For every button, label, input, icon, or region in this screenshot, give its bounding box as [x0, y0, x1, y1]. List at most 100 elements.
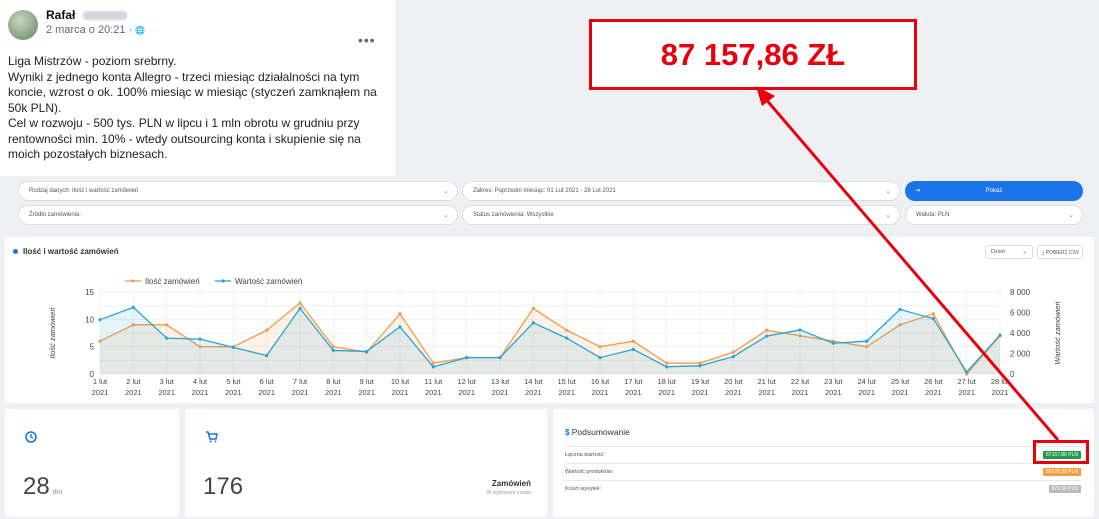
summary-label: Koszt wysyłek: — [565, 486, 602, 492]
data-type-select[interactable]: Rodzaj danych: Ilość i wartość zamówień … — [18, 181, 458, 201]
data-point-1 — [365, 349, 369, 354]
y-tick-right: 0 — [1010, 370, 1015, 379]
data-point-1 — [765, 334, 769, 338]
author-block: Rafał 2 marca o 20:21 · 🌐 — [46, 8, 387, 36]
post-line: Wyniki z jednego konta Allegro - trzeci … — [8, 69, 360, 84]
legend-dot-1 — [221, 279, 225, 283]
x-tick-label: 3 lut — [160, 377, 175, 386]
chevron-down-icon: ⌄ — [1022, 249, 1027, 255]
data-point-1 — [598, 356, 602, 360]
date-range-value: Zakres: Poprzedni miesiąc: 01 Lut 2021 -… — [473, 188, 616, 194]
order-status-select[interactable]: Status zamówienia: Wszystkie ⌄ — [462, 205, 900, 225]
currency-value: Waluta: PLN — [916, 212, 950, 218]
data-type-value: Rodzaj danych: Ilość i wartość zamówień — [29, 188, 139, 194]
x-tick-year: 2021 — [558, 388, 575, 397]
y-axis-label-left: Ilość zamówień — [48, 307, 57, 358]
data-point-1 — [465, 356, 469, 360]
summary-badge-shipping: 879.56 PLN — [1048, 485, 1081, 493]
x-tick-label: 16 lut — [591, 377, 610, 386]
y-tick-right: 4 000 — [1010, 329, 1031, 338]
x-tick-label: 6 lut — [260, 377, 275, 386]
post-line: Cel w rozwoju - 500 tys. PLN w lipcu i 1… — [8, 116, 360, 130]
orders-card: 176 Zamówień W wybranym czasie — [185, 409, 547, 517]
data-point-0 — [431, 361, 435, 365]
summary-title-text: Podsumowanie — [571, 427, 630, 437]
post-date[interactable]: 2 marca o 20:21 · 🌐 — [46, 24, 387, 36]
x-tick-label: 17 lut — [624, 377, 643, 386]
data-point-0 — [265, 328, 269, 332]
orders-count: 176 — [203, 473, 244, 500]
data-point-1 — [398, 325, 402, 329]
data-point-0 — [565, 328, 569, 332]
x-tick-year: 2021 — [92, 388, 109, 397]
data-point-1 — [531, 321, 535, 325]
x-tick-label: 13 lut — [491, 377, 510, 386]
post-header: Rafał 2 marca o 20:21 · 🌐 — [8, 8, 387, 40]
order-source-value: Źródło zamówienia: — [29, 212, 82, 218]
x-tick-label: 18 lut — [657, 377, 676, 386]
post-date-text[interactable]: 2 marca o 20:21 · — [46, 24, 136, 36]
data-point-0 — [198, 345, 202, 349]
data-point-1 — [298, 306, 302, 310]
x-tick-label: 24 lut — [857, 377, 876, 386]
chevron-down-icon: ⌄ — [443, 212, 449, 219]
author-name[interactable]: Rafał — [46, 8, 387, 22]
x-tick-year: 2021 — [792, 388, 809, 397]
y-axis-label-right: Wartość zamówień — [1053, 301, 1062, 364]
x-tick-year: 2021 — [392, 388, 409, 397]
x-tick-label: 15 lut — [557, 377, 576, 386]
x-tick-label: 26 lut — [924, 377, 943, 386]
author-avatar[interactable] — [8, 10, 38, 40]
data-point-1 — [498, 356, 502, 360]
granularity-select[interactable]: Dzień ⌄ — [985, 245, 1033, 259]
x-tick-year: 2021 — [925, 388, 942, 397]
summary-label: Łączna wartość: — [565, 452, 605, 458]
x-tick-label: 19 lut — [691, 377, 710, 386]
filters-bar: Rodzaj danych: Ilość i wartość zamówień … — [10, 176, 1099, 232]
author-first-name[interactable]: Rafał — [46, 8, 76, 22]
data-point-1 — [898, 307, 902, 312]
download-csv-button[interactable]: ⤓ POBIERZ CSV — [1037, 245, 1083, 259]
x-tick-label: 12 lut — [457, 377, 476, 386]
x-tick-year: 2021 — [158, 388, 175, 397]
currency-select[interactable]: Waluta: PLN ⌄ — [905, 205, 1083, 225]
data-point-0 — [165, 323, 169, 327]
x-tick-year: 2021 — [958, 388, 975, 397]
days-unit: dni — [52, 489, 63, 496]
granularity-value: Dzień — [991, 249, 1006, 255]
show-button[interactable]: ⇥ Pokaż — [905, 181, 1083, 201]
orders-chart-card: 0 5 10 15 0 2 000 4 000 6 000 8 000 1 lut 2021 2 lu… — [5, 237, 1094, 403]
order-source-select[interactable]: Źródło zamówienia: ⌄ — [18, 205, 458, 225]
x-tick-year: 2021 — [725, 388, 742, 397]
x-tick-label: 1 lut — [93, 377, 108, 386]
x-tick-year: 2021 — [358, 388, 375, 397]
data-point-1 — [265, 353, 269, 358]
x-tick-label: 9 lut — [360, 377, 375, 386]
data-point-1 — [431, 365, 435, 369]
chevron-down-icon: ⌄ — [1068, 212, 1074, 219]
x-tick-label: 14 lut — [524, 377, 543, 386]
legend-label-0: Ilość zamówień — [145, 277, 200, 286]
x-tick-year: 2021 — [225, 388, 242, 397]
data-point-1 — [98, 318, 102, 322]
orders-label: Zamówień — [491, 479, 531, 488]
post-line: 50k PLN). — [8, 100, 62, 115]
date-range-select[interactable]: Zakres: Poprzedni miesiąc: 01 Lut 2021 -… — [462, 181, 900, 201]
legend-label-1: Wartość zamówień — [235, 277, 302, 286]
x-tick-year: 2021 — [892, 388, 909, 397]
x-tick-label: 25 lut — [891, 377, 910, 386]
days-value: 28 — [23, 473, 50, 500]
data-point-0 — [931, 312, 935, 316]
data-point-0 — [631, 339, 635, 343]
total-value-callout: 87 157,86 ZŁ — [589, 19, 917, 90]
data-point-1 — [131, 305, 135, 309]
days-count: 28 dni — [23, 473, 62, 501]
data-point-1 — [698, 364, 702, 368]
x-tick-label: 11 lut — [424, 377, 443, 386]
data-point-0 — [765, 328, 769, 332]
data-point-1 — [565, 336, 569, 340]
more-options-icon[interactable]: ••• — [358, 32, 376, 48]
chart-title-text: Ilość i wartość zamówień — [23, 247, 119, 256]
chevron-down-icon: ⌄ — [885, 212, 891, 219]
legend-dot-0 — [131, 279, 135, 283]
